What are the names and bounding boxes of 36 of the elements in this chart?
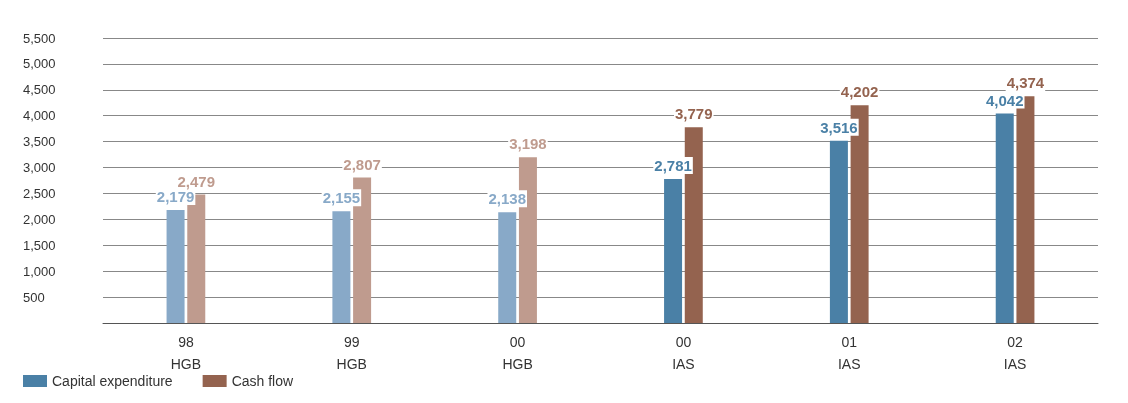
data-label: 4,374: [1006, 74, 1045, 92]
legend-label: Capital expenditure: [52, 373, 173, 389]
data-label: 4,202: [840, 83, 879, 101]
legend-label: Cash flow: [231, 373, 294, 389]
data-label: 2,807: [343, 155, 381, 173]
bar: [829, 140, 848, 323]
bar: [664, 178, 683, 323]
bar: [332, 211, 351, 323]
data-label: 3,198: [509, 135, 547, 153]
y-tick-label: 4,000: [23, 108, 56, 124]
y-tick-label: 3,000: [23, 160, 56, 176]
bar: [166, 210, 185, 323]
y-tick-label: 3,500: [23, 134, 56, 150]
y-tick-label: 1,000: [23, 263, 56, 279]
x-tick-label: 00 IAS: [672, 334, 695, 372]
data-label: 2,138: [488, 190, 527, 208]
x-tick-label: 98 HGB: [170, 334, 202, 372]
data-label: 4,042: [985, 91, 1024, 109]
y-tick-label: 1,500: [23, 237, 56, 253]
x-tick-label: 00 HGB: [502, 334, 533, 372]
data-label: 2,479: [177, 172, 216, 190]
bar: [995, 113, 1014, 323]
bar: [498, 212, 517, 323]
x-tick-label: 01 IAS: [837, 334, 861, 372]
y-tick-label: 5,000: [23, 56, 56, 72]
x-tick-label: 99 HGB: [336, 334, 367, 372]
data-label: 3,779: [674, 105, 713, 123]
y-tick-label: 500: [23, 289, 45, 305]
y-tick-label: 4,500: [23, 82, 56, 98]
data-label: 2,155: [322, 189, 361, 207]
y-tick-label: 2,500: [23, 185, 56, 201]
x-tick-label: 02 IAS: [1003, 334, 1027, 372]
y-tick-label: 2,000: [23, 211, 56, 227]
data-label: 3,516: [820, 118, 858, 136]
data-label: 2,781: [654, 156, 692, 174]
y-tick-label: 5,500: [23, 30, 56, 46]
